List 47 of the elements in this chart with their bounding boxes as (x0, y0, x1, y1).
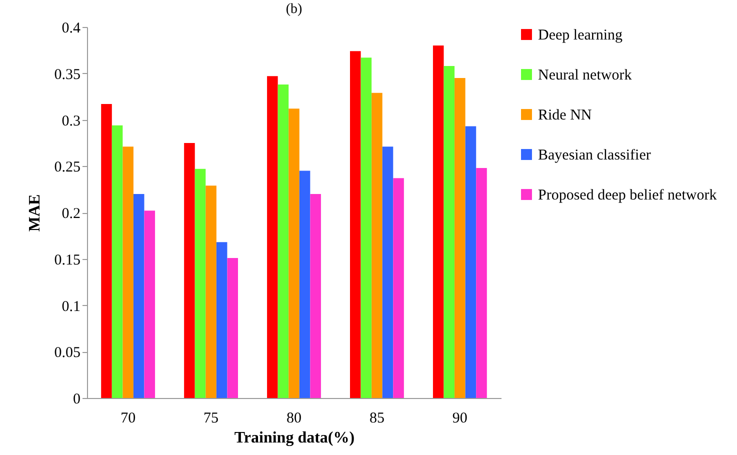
bar (101, 104, 112, 398)
chart-title: (b) (286, 2, 302, 17)
x-tick-label: 75 (204, 410, 219, 426)
bar (372, 92, 382, 398)
bar (432, 46, 444, 398)
y-tick-label: 0.2 (62, 206, 80, 222)
bar (144, 210, 156, 398)
y-tick-label: 0.25 (54, 160, 80, 176)
bar (444, 66, 455, 398)
legend-label: Bayesian classifier (538, 148, 651, 164)
y-tick-label: 0.35 (54, 66, 80, 83)
bar (227, 258, 238, 398)
legend-label: Deep learning (538, 28, 624, 44)
bar (393, 178, 404, 398)
x-tick-label: 70 (120, 410, 136, 426)
bar (133, 194, 144, 398)
bar (216, 242, 228, 398)
x-tick-label: 85 (369, 410, 384, 426)
y-tick-label: 0.05 (54, 345, 80, 362)
bar (350, 51, 361, 398)
bar (360, 58, 372, 398)
bar (454, 78, 466, 398)
bar (465, 126, 476, 398)
legend-label: Proposed deep belief network (538, 188, 718, 204)
bar (122, 146, 134, 398)
bar (267, 76, 278, 398)
bar (288, 108, 300, 398)
y-tick-label: 0.4 (62, 20, 81, 36)
bar (382, 146, 394, 398)
bar (310, 194, 321, 398)
y-tick-label: 0.1 (62, 298, 80, 315)
x-tick-label: 80 (286, 410, 302, 426)
y-axis-title: MAE (26, 194, 44, 232)
bar (194, 168, 206, 398)
legend-label: Neural network (538, 68, 632, 84)
y-tick-label: 0 (73, 392, 80, 408)
y-tick-label: 0.15 (54, 252, 80, 268)
x-axis-title: Training data(%) (234, 430, 355, 446)
bar (184, 142, 195, 398)
legend-label: Ride NN (538, 108, 592, 124)
bar (299, 170, 310, 398)
x-tick-label: 90 (452, 410, 468, 426)
bar (112, 125, 123, 398)
bar (476, 168, 487, 398)
bar (206, 186, 216, 398)
bar (278, 84, 289, 398)
y-tick-label: 0.3 (62, 113, 80, 130)
